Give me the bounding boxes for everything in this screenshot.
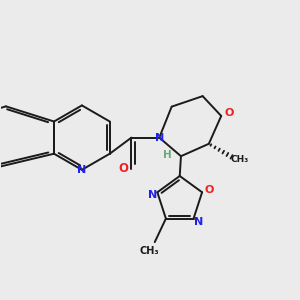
Text: O: O: [225, 109, 234, 118]
Text: N: N: [77, 165, 86, 175]
Text: CH₃: CH₃: [231, 155, 249, 164]
Text: O: O: [118, 162, 128, 175]
Text: N: N: [155, 133, 164, 142]
Text: N: N: [194, 217, 203, 227]
Text: H: H: [163, 150, 172, 160]
Text: O: O: [205, 185, 214, 195]
Text: CH₃: CH₃: [140, 246, 160, 256]
Text: N: N: [148, 190, 157, 200]
